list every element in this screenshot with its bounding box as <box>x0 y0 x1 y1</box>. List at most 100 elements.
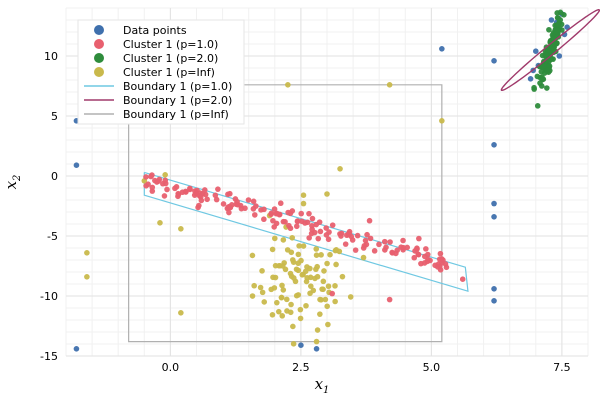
point-cluster-p1 <box>238 205 245 212</box>
point-cluster-pinf <box>259 289 266 296</box>
point-cluster-p1 <box>212 192 219 199</box>
legend-label: Boundary 1 (p=Inf) <box>123 108 229 121</box>
point-cluster-p1 <box>382 247 388 253</box>
point-cluster-pinf <box>274 299 280 306</box>
legend-label: Data points <box>123 24 187 37</box>
point-cluster-pinf <box>304 275 310 281</box>
point-cluster-pinf <box>314 263 320 270</box>
point-data <box>439 46 445 52</box>
point-cluster-pinf <box>325 321 331 328</box>
legend-label: Cluster 1 (p=Inf) <box>123 66 215 79</box>
point-cluster-p2 <box>531 84 537 91</box>
point-cluster-pinf <box>318 252 324 258</box>
point-cluster-p2 <box>534 103 541 109</box>
point-cluster-pinf <box>299 272 306 278</box>
point-data <box>533 48 539 54</box>
point-cluster-pinf <box>295 292 302 298</box>
point-data <box>491 142 497 148</box>
point-data <box>491 286 497 292</box>
point-cluster-pinf <box>327 251 333 258</box>
point-cluster-p1 <box>381 238 388 245</box>
point-data <box>548 17 555 23</box>
point-data <box>527 76 534 82</box>
point-cluster-p1 <box>442 261 449 267</box>
legend-marker <box>94 67 104 77</box>
y-tick-label: -10 <box>40 290 58 303</box>
legend-marker <box>94 25 104 35</box>
point-cluster-pinf <box>313 252 320 258</box>
point-cluster-pinf <box>317 311 323 317</box>
point-cluster-pinf <box>310 287 317 294</box>
point-cluster-pinf <box>300 192 307 198</box>
point-cluster-pinf <box>324 260 330 267</box>
legend-label: Boundary 1 (p=2.0) <box>123 94 232 107</box>
y-tick-label: 10 <box>44 50 58 63</box>
point-cluster-p1 <box>389 249 395 256</box>
point-cluster-p1 <box>338 233 344 239</box>
point-data <box>491 298 497 304</box>
point-cluster-pinf <box>339 273 346 280</box>
point-cluster-p1 <box>250 206 257 212</box>
point-cluster-p1 <box>187 185 193 192</box>
legend-label: Cluster 1 (p=2.0) <box>123 52 218 65</box>
point-cluster-pinf <box>313 246 320 252</box>
point-cluster-p1 <box>354 232 361 239</box>
point-cluster-pinf <box>279 282 285 289</box>
point-cluster-pinf <box>333 247 340 253</box>
point-cluster-p2 <box>544 85 550 91</box>
point-cluster-pinf <box>287 309 294 316</box>
point-cluster-pinf <box>261 299 268 305</box>
point-cluster-pinf <box>308 283 314 289</box>
point-cluster-pinf <box>279 313 286 319</box>
point-cluster-p1 <box>459 276 466 283</box>
point-cluster-p1 <box>366 217 373 224</box>
point-cluster-p1 <box>162 180 169 187</box>
point-cluster-pinf <box>284 247 291 253</box>
point-cluster-pinf <box>320 286 326 293</box>
point-cluster-p2 <box>555 21 561 28</box>
point-cluster-p1 <box>213 196 220 203</box>
point-cluster-pinf <box>314 327 321 333</box>
point-cluster-pinf <box>324 191 330 197</box>
point-cluster-p2 <box>557 9 564 16</box>
point-cluster-p1 <box>352 247 359 253</box>
point-cluster-pinf <box>313 338 320 345</box>
point-cluster-pinf <box>304 264 310 270</box>
point-cluster-pinf <box>300 200 307 207</box>
point-cluster-pinf <box>269 246 276 253</box>
point-cluster-p1 <box>196 202 202 209</box>
point-cluster-pinf <box>321 268 327 274</box>
point-cluster-pinf <box>259 268 265 274</box>
point-cluster-p1 <box>315 235 322 242</box>
point-cluster-p1 <box>261 216 267 223</box>
point-cluster-pinf <box>300 243 307 249</box>
point-cluster-pinf <box>287 270 294 277</box>
point-cluster-pinf <box>178 226 184 232</box>
point-cluster-p1 <box>293 223 300 230</box>
point-cluster-p1 <box>179 189 186 196</box>
point-cluster-pinf <box>324 303 330 310</box>
point-cluster-pinf <box>303 302 309 309</box>
point-cluster-p1 <box>316 219 323 225</box>
point-cluster-pinf <box>290 341 297 347</box>
point-cluster-pinf <box>289 257 296 263</box>
point-cluster-pinf <box>283 296 290 303</box>
point-cluster-pinf <box>295 251 302 258</box>
point-data <box>298 342 304 349</box>
point-cluster-p1 <box>342 241 349 247</box>
point-cluster-p1 <box>277 200 284 207</box>
point-cluster-p1 <box>173 184 180 190</box>
point-cluster-p1 <box>145 181 151 188</box>
point-cluster-p1 <box>400 246 406 253</box>
point-cluster-p1 <box>258 207 264 213</box>
point-cluster-pinf <box>317 296 323 303</box>
point-cluster-p1 <box>270 217 276 224</box>
point-cluster-p1 <box>323 225 329 231</box>
point-data <box>73 346 80 352</box>
point-cluster-pinf <box>289 234 296 241</box>
point-cluster-p1 <box>274 210 280 217</box>
point-cluster-p1 <box>152 177 158 184</box>
point-cluster-p2 <box>538 68 545 75</box>
